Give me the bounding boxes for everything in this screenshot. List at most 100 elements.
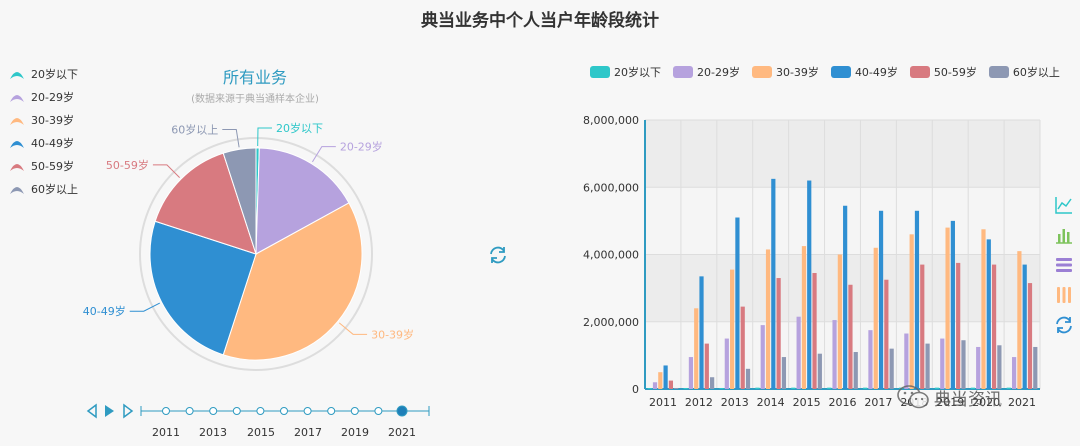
bar[interactable] bbox=[765, 249, 771, 389]
line-chart-icon[interactable] bbox=[1053, 194, 1075, 216]
bar[interactable] bbox=[652, 382, 658, 389]
prev-icon[interactable] bbox=[86, 403, 97, 419]
bar[interactable] bbox=[827, 387, 832, 389]
bar[interactable] bbox=[771, 178, 776, 389]
bar[interactable] bbox=[832, 320, 837, 389]
bar[interactable] bbox=[755, 387, 760, 389]
bar[interactable] bbox=[1022, 264, 1027, 389]
bar[interactable] bbox=[986, 239, 991, 389]
bar[interactable] bbox=[688, 357, 694, 389]
pie-slice[interactable] bbox=[222, 147, 257, 255]
pie-slice[interactable] bbox=[154, 152, 257, 255]
bar[interactable] bbox=[934, 387, 940, 389]
bar[interactable] bbox=[863, 387, 868, 389]
bar-legend-item[interactable]: 60岁以上 bbox=[988, 64, 1060, 80]
bar[interactable] bbox=[904, 333, 909, 389]
bar[interactable] bbox=[1006, 387, 1011, 389]
pie-slice[interactable] bbox=[255, 147, 350, 255]
pie-legend-item[interactable]: 20-29岁 bbox=[8, 85, 78, 108]
bar[interactable] bbox=[647, 387, 652, 389]
stack-icon[interactable] bbox=[1053, 254, 1075, 276]
timeline-dot[interactable] bbox=[350, 407, 359, 415]
bar[interactable] bbox=[997, 345, 1002, 389]
timeline-dot[interactable] bbox=[256, 407, 265, 415]
bar[interactable] bbox=[853, 352, 858, 389]
bar[interactable] bbox=[1027, 283, 1033, 389]
bar-legend-item[interactable]: 40-49岁 bbox=[830, 64, 898, 80]
bar[interactable] bbox=[940, 338, 945, 389]
bar[interactable] bbox=[658, 372, 663, 389]
bar[interactable] bbox=[961, 340, 966, 389]
timeline-dot[interactable] bbox=[232, 407, 241, 415]
bar[interactable] bbox=[909, 234, 914, 389]
bar-legend-item[interactable]: 30-39岁 bbox=[751, 64, 819, 80]
restore-icon[interactable] bbox=[1053, 314, 1075, 336]
bar[interactable] bbox=[914, 210, 920, 389]
bar[interactable] bbox=[791, 387, 796, 389]
bar[interactable] bbox=[925, 343, 930, 389]
bar[interactable] bbox=[710, 377, 715, 389]
bar[interactable] bbox=[889, 348, 894, 389]
tiled-icon[interactable] bbox=[1053, 284, 1075, 306]
pie-legend-item[interactable]: 50-59岁 bbox=[8, 154, 78, 177]
bar[interactable] bbox=[837, 254, 842, 390]
bar[interactable] bbox=[674, 387, 679, 389]
timeline-label[interactable]: 2015 bbox=[247, 426, 275, 439]
bar[interactable] bbox=[724, 338, 729, 389]
bar[interactable] bbox=[817, 353, 822, 389]
bar[interactable] bbox=[719, 387, 724, 389]
timeline-dot[interactable] bbox=[209, 407, 218, 415]
bar[interactable] bbox=[991, 264, 997, 389]
bar[interactable] bbox=[848, 284, 853, 389]
pie-slice[interactable] bbox=[149, 220, 257, 356]
bar-chart-icon[interactable] bbox=[1053, 224, 1075, 246]
bar[interactable] bbox=[1017, 251, 1022, 389]
bar[interactable] bbox=[735, 217, 740, 389]
bar[interactable] bbox=[683, 387, 688, 389]
timeline-label[interactable]: 2017 bbox=[294, 426, 322, 439]
bar[interactable] bbox=[920, 264, 925, 389]
bar[interactable] bbox=[663, 365, 668, 389]
bar-legend-item[interactable]: 20-29岁 bbox=[673, 64, 740, 80]
bar[interactable] bbox=[745, 368, 751, 389]
bar-legend-item[interactable]: 50-59岁 bbox=[909, 64, 977, 80]
timeline-label[interactable]: 2021 bbox=[388, 426, 416, 439]
bar[interactable] bbox=[843, 205, 848, 389]
pie-legend-item[interactable]: 40-49岁 bbox=[8, 131, 78, 154]
pie-legend-item[interactable]: 60岁以上 bbox=[8, 177, 78, 200]
pie-legend-item[interactable]: 20岁以下 bbox=[8, 62, 78, 85]
refresh-icon[interactable] bbox=[487, 244, 509, 266]
timeline-dot[interactable] bbox=[185, 407, 194, 415]
bar[interactable] bbox=[873, 247, 878, 389]
timeline-label[interactable]: 2011 bbox=[152, 426, 180, 439]
bar[interactable] bbox=[740, 306, 745, 389]
bar[interactable] bbox=[801, 246, 807, 389]
bar[interactable] bbox=[1033, 346, 1038, 389]
bar[interactable] bbox=[970, 387, 975, 389]
timeline-dot[interactable] bbox=[280, 407, 288, 415]
bar[interactable] bbox=[868, 330, 873, 389]
bar[interactable] bbox=[668, 380, 674, 389]
bar[interactable] bbox=[807, 180, 812, 389]
bar[interactable] bbox=[950, 220, 955, 389]
timeline-dot[interactable] bbox=[396, 405, 408, 417]
bar[interactable] bbox=[704, 343, 709, 389]
bar-legend-item[interactable]: 20岁以下 bbox=[590, 64, 661, 80]
bar[interactable] bbox=[878, 210, 884, 389]
bar[interactable] bbox=[776, 278, 781, 389]
bar[interactable] bbox=[976, 346, 981, 389]
bar[interactable] bbox=[699, 276, 704, 389]
bar[interactable] bbox=[730, 269, 735, 389]
pie-slice[interactable] bbox=[222, 202, 363, 361]
play-icon[interactable] bbox=[105, 405, 114, 417]
timeline-dot[interactable] bbox=[374, 407, 383, 415]
bar[interactable] bbox=[1011, 357, 1017, 389]
bar[interactable] bbox=[796, 316, 801, 389]
bar[interactable] bbox=[981, 229, 986, 389]
timeline-label[interactable]: 2019 bbox=[341, 426, 369, 439]
timeline-dot[interactable] bbox=[327, 407, 336, 415]
bar[interactable] bbox=[884, 279, 889, 389]
timeline-dot[interactable] bbox=[303, 407, 312, 415]
next-icon[interactable] bbox=[123, 403, 134, 419]
bar[interactable] bbox=[760, 325, 765, 389]
